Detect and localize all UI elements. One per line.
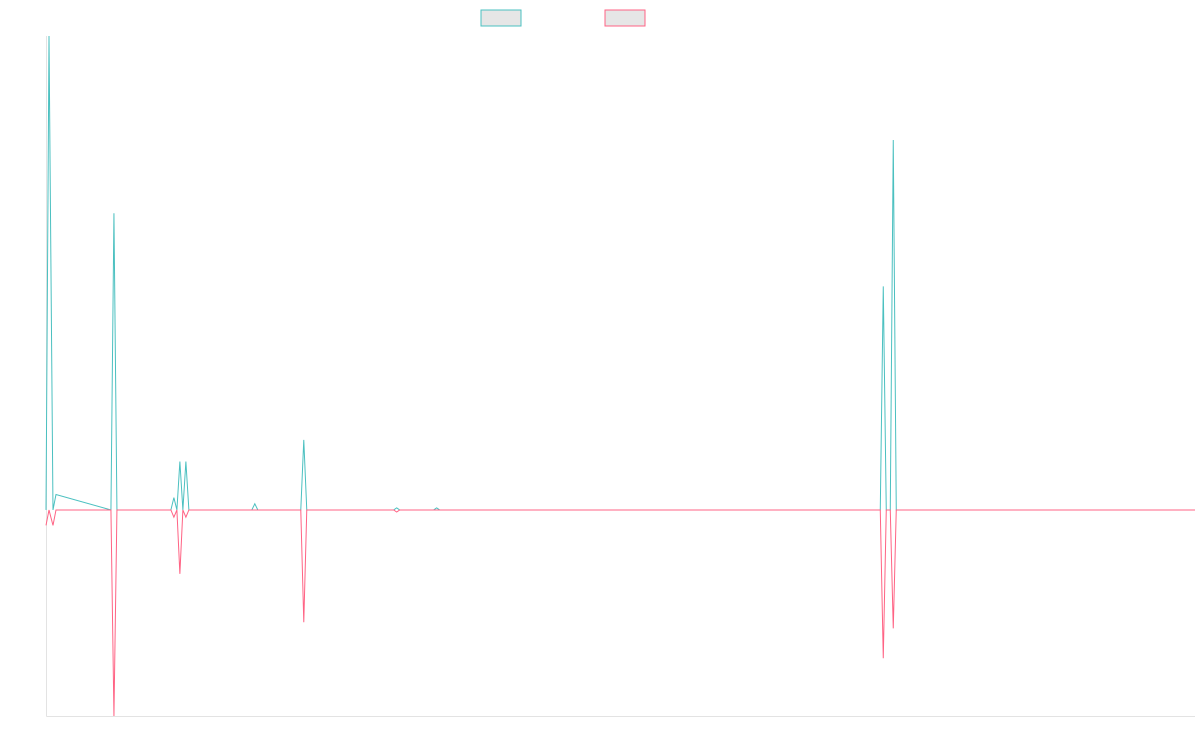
legend-swatch-series-2[interactable]	[604, 9, 646, 27]
series-1-line	[45, 35, 1195, 511]
axes	[46, 36, 1195, 717]
legend-swatch-series-1[interactable]	[480, 9, 522, 27]
series-layer	[45, 35, 1195, 717]
legend	[480, 9, 646, 27]
series-2-line	[45, 509, 1195, 717]
